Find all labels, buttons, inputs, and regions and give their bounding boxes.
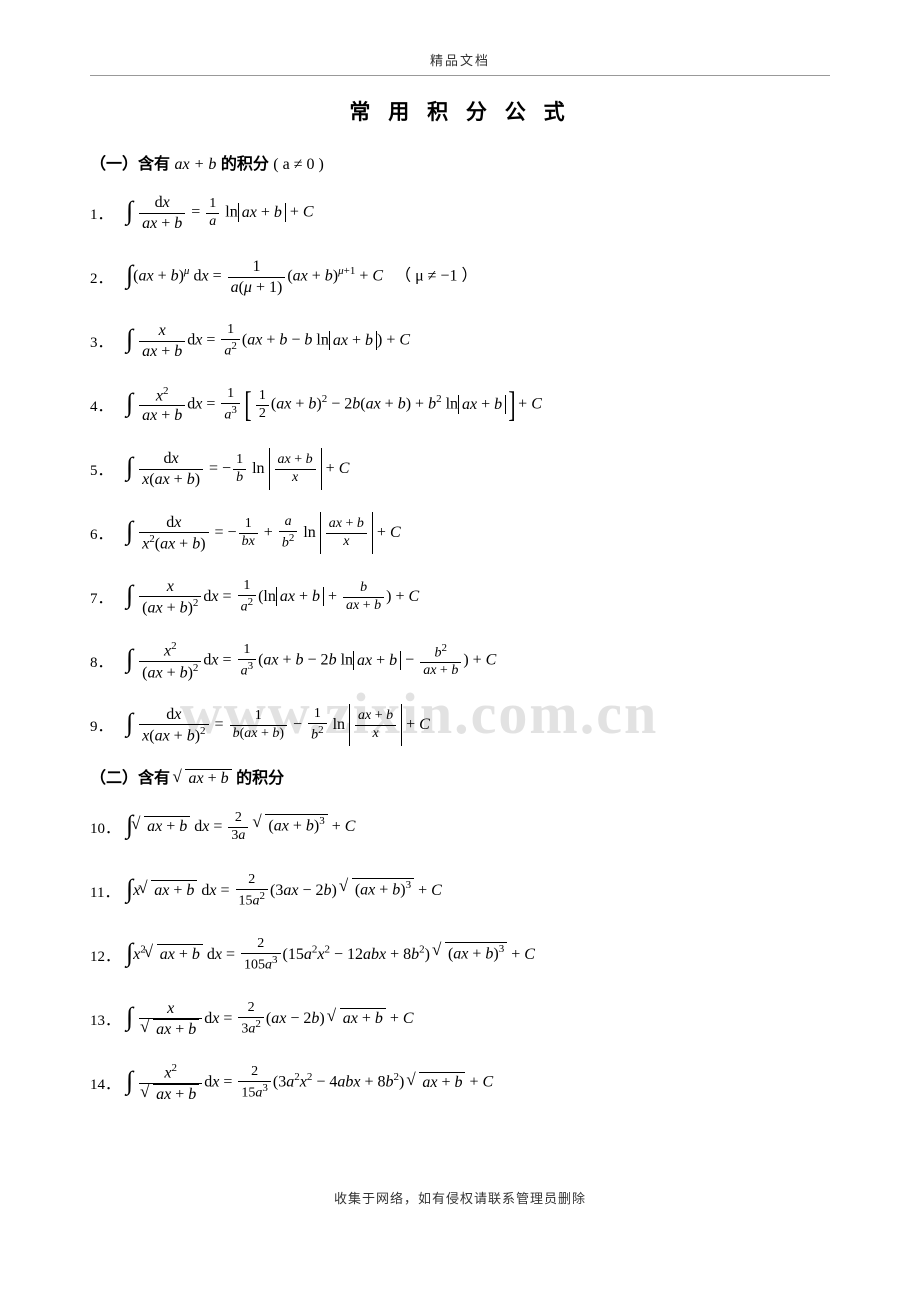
formula-4: 4． ∫ x2ax + bdx = 1a3 [ 12(ax + b)2 − 2b… <box>90 380 830 430</box>
page-title: 常 用 积 分 公 式 <box>90 96 830 126</box>
formula-2: 2． ∫(ax + b)μ dx = 1a(μ + 1)(ax + b)μ+1 … <box>90 252 830 302</box>
formula-10: 10． ∫ax + b dx = 23a (ax + b)3 + C <box>90 802 830 852</box>
page-footer: 收集于网络，如有侵权请联系管理员删除 <box>90 1188 830 1207</box>
formula-3: 3． ∫ xax + bdx = 1a2(ax + b − b lnax + b… <box>90 316 830 366</box>
formula-14: 14． ∫ x2ax + bdx = 215a3(3a2x2 − 4abx + … <box>90 1058 830 1108</box>
formula-7: 7． ∫ x(ax + b)2dx = 1a2(lnax + b + bax +… <box>90 572 830 622</box>
formula-8: 8． ∫ x2(ax + b)2dx = 1a3(ax + b − 2b lna… <box>90 636 830 686</box>
section-1-heading: （一）含有 ax + b 的积分 ( a ≠ 0 ) <box>90 150 830 174</box>
formula-1: 1． ∫ dxax + b = 1a lnax + b + C <box>90 188 830 238</box>
formula-5: 5． ∫ dxx(ax + b) = −1b ln ax + bx + C <box>90 444 830 494</box>
section-2-heading: （二）含有 ax + b 的积分 <box>90 764 830 788</box>
formula-6: 6． ∫ dxx2(ax + b) = −1bx + ab2 ln ax + b… <box>90 508 830 558</box>
formula-12: 12． ∫x2ax + b dx = 2105a3(15a2x2 − 12abx… <box>90 930 830 980</box>
page-header: 精品文档 <box>90 50 830 76</box>
formula-13: 13． ∫ xax + bdx = 23a2(ax − 2b) ax + b +… <box>90 994 830 1044</box>
formula-9: 9． ∫ dxx(ax + b)2 = 1b(ax + b) − 1b2 ln … <box>90 700 830 750</box>
formula-11: 11． ∫xax + b dx = 215a2(3ax − 2b) (ax + … <box>90 866 830 916</box>
